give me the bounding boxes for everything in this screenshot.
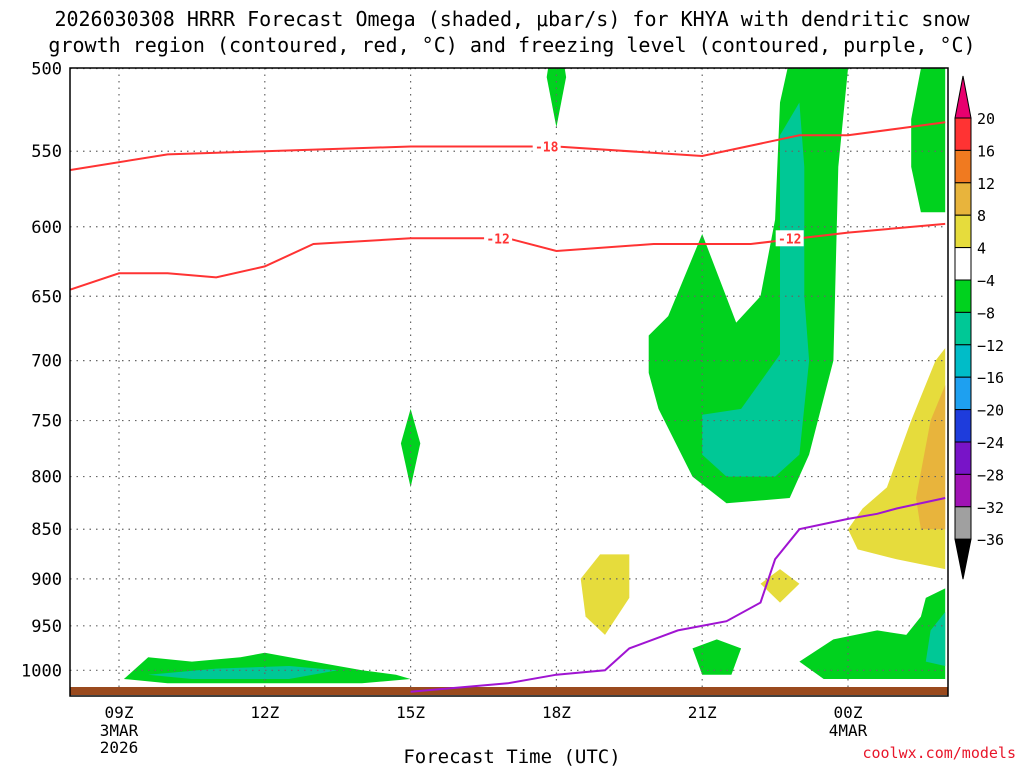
colorbar-label-8: −16 bbox=[977, 369, 1004, 387]
colorbar-box-2 bbox=[954, 149, 972, 184]
colorbar-label-9: −20 bbox=[977, 402, 1004, 420]
y-tick-label-650: 650 bbox=[31, 287, 62, 307]
y-tick-label-700: 700 bbox=[31, 352, 62, 372]
omega-region-8 bbox=[692, 639, 742, 675]
dgz-label--12-b-bg bbox=[775, 230, 804, 247]
x-tick-sublabel-3MAR: 3MAR bbox=[100, 721, 139, 740]
x-tick-label-15Z: 15Z bbox=[396, 703, 425, 722]
colorbar-label-3: 8 bbox=[977, 207, 986, 225]
dgz-label--12-bg bbox=[484, 230, 513, 247]
y-tick-label-950: 950 bbox=[31, 617, 62, 637]
y-tick-label-750: 750 bbox=[31, 412, 62, 432]
colorbar-box-9 bbox=[954, 376, 972, 411]
y-tick-label-800: 800 bbox=[31, 468, 62, 488]
colorbar-label-11: −28 bbox=[977, 466, 1004, 484]
omega-region-7 bbox=[148, 666, 338, 679]
surface-band-layer bbox=[70, 687, 948, 695]
y-tick-label-550: 550 bbox=[31, 142, 62, 162]
colorbar-box-5 bbox=[954, 247, 972, 281]
colorbar-box-7 bbox=[954, 311, 972, 346]
colorbar-label-10: −24 bbox=[977, 434, 1004, 452]
colorbar-box-11 bbox=[954, 441, 972, 475]
dgz-label--12: -12 bbox=[486, 232, 509, 247]
omega-region-2 bbox=[400, 408, 421, 488]
colorbar-bottom-arrow bbox=[954, 538, 972, 580]
axes-layer: 2503003504004505005506006507007508008509… bbox=[21, 59, 949, 757]
y-tick-label-600: 600 bbox=[31, 218, 62, 238]
x-axis-label: Forecast Time (UTC) bbox=[403, 746, 621, 768]
credit-text: coolwx.com/models bbox=[862, 744, 1016, 762]
colorbar-box-6 bbox=[954, 279, 972, 313]
dgz-label--18-bg bbox=[532, 138, 561, 155]
surface-band bbox=[70, 687, 948, 695]
x-tick-sublabel-2026: 2026 bbox=[100, 738, 139, 757]
omega-region-10 bbox=[925, 612, 946, 666]
x-tick-label-12Z: 12Z bbox=[250, 703, 279, 722]
colorbar-label-6: −8 bbox=[977, 304, 995, 322]
x-tick-label-21Z: 21Z bbox=[688, 703, 717, 722]
colorbar-label-5: −4 bbox=[977, 272, 995, 290]
omega-region-14 bbox=[760, 569, 800, 603]
y-tick-label-900: 900 bbox=[31, 570, 62, 590]
colorbar-label-7: −12 bbox=[977, 337, 1004, 355]
x-tick-label-18Z: 18Z bbox=[542, 703, 571, 722]
title-line-1: 2026030308 HRRR Forecast Omega (shaded, … bbox=[54, 7, 970, 31]
colorbar-box-4 bbox=[954, 214, 972, 249]
omega-region-4 bbox=[702, 102, 810, 477]
title-line-2: growth region (contoured, red, °C) and f… bbox=[48, 33, 976, 57]
colorbar-label-4: 4 bbox=[977, 240, 986, 258]
colorbar-label-13: −36 bbox=[977, 531, 1004, 549]
colorbar-top-arrow bbox=[954, 75, 972, 119]
omega-region-5 bbox=[911, 68, 946, 213]
colorbar-label-2: 12 bbox=[977, 175, 995, 193]
colorbar-box-13 bbox=[954, 506, 972, 540]
colorbar-box-3 bbox=[954, 182, 972, 216]
omega-region-9 bbox=[799, 588, 946, 679]
dgz-contour--12 bbox=[70, 222, 946, 291]
dgz-label--18: -18 bbox=[535, 140, 559, 155]
dgz-label--12-b: -12 bbox=[778, 232, 801, 247]
omega-region-1 bbox=[546, 68, 567, 128]
y-tick-label-1000: 1000 bbox=[21, 661, 62, 681]
y-tick-label-850: 850 bbox=[31, 520, 62, 540]
colorbar-box-8 bbox=[954, 344, 972, 378]
colorbar-label-0: 20 bbox=[977, 110, 995, 128]
omega-shading-layer bbox=[123, 68, 946, 684]
y-tick-label-500: 500 bbox=[31, 59, 62, 79]
colorbar: 20 16 12 8 4 −4 −8 −12 −16 −20 −24 −28 −32 −36 bbox=[954, 75, 1004, 580]
colorbar-box-1 bbox=[954, 117, 972, 151]
colorbar-label-1: 16 bbox=[977, 142, 995, 160]
contour-layer: -18 -12 -12 bbox=[70, 121, 946, 693]
plot-frame bbox=[69, 67, 949, 697]
colorbar-box-10 bbox=[954, 409, 972, 443]
omega-region-12 bbox=[916, 385, 946, 530]
x-tick-label-00Z: 00Z bbox=[834, 703, 863, 722]
x-tick-sublabel-4MAR: 4MAR bbox=[829, 721, 868, 740]
colorbar-label-12: −32 bbox=[977, 499, 1004, 517]
chart-title: 2026030308 HRRR Forecast Omega (shaded, … bbox=[0, 6, 1024, 58]
colorbar-box-12 bbox=[954, 473, 972, 508]
x-tick-label-09Z: 09Z bbox=[105, 703, 134, 722]
freezing-level-contour bbox=[410, 497, 946, 693]
grid-layer bbox=[70, 67, 948, 696]
omega-region-13 bbox=[580, 554, 630, 635]
